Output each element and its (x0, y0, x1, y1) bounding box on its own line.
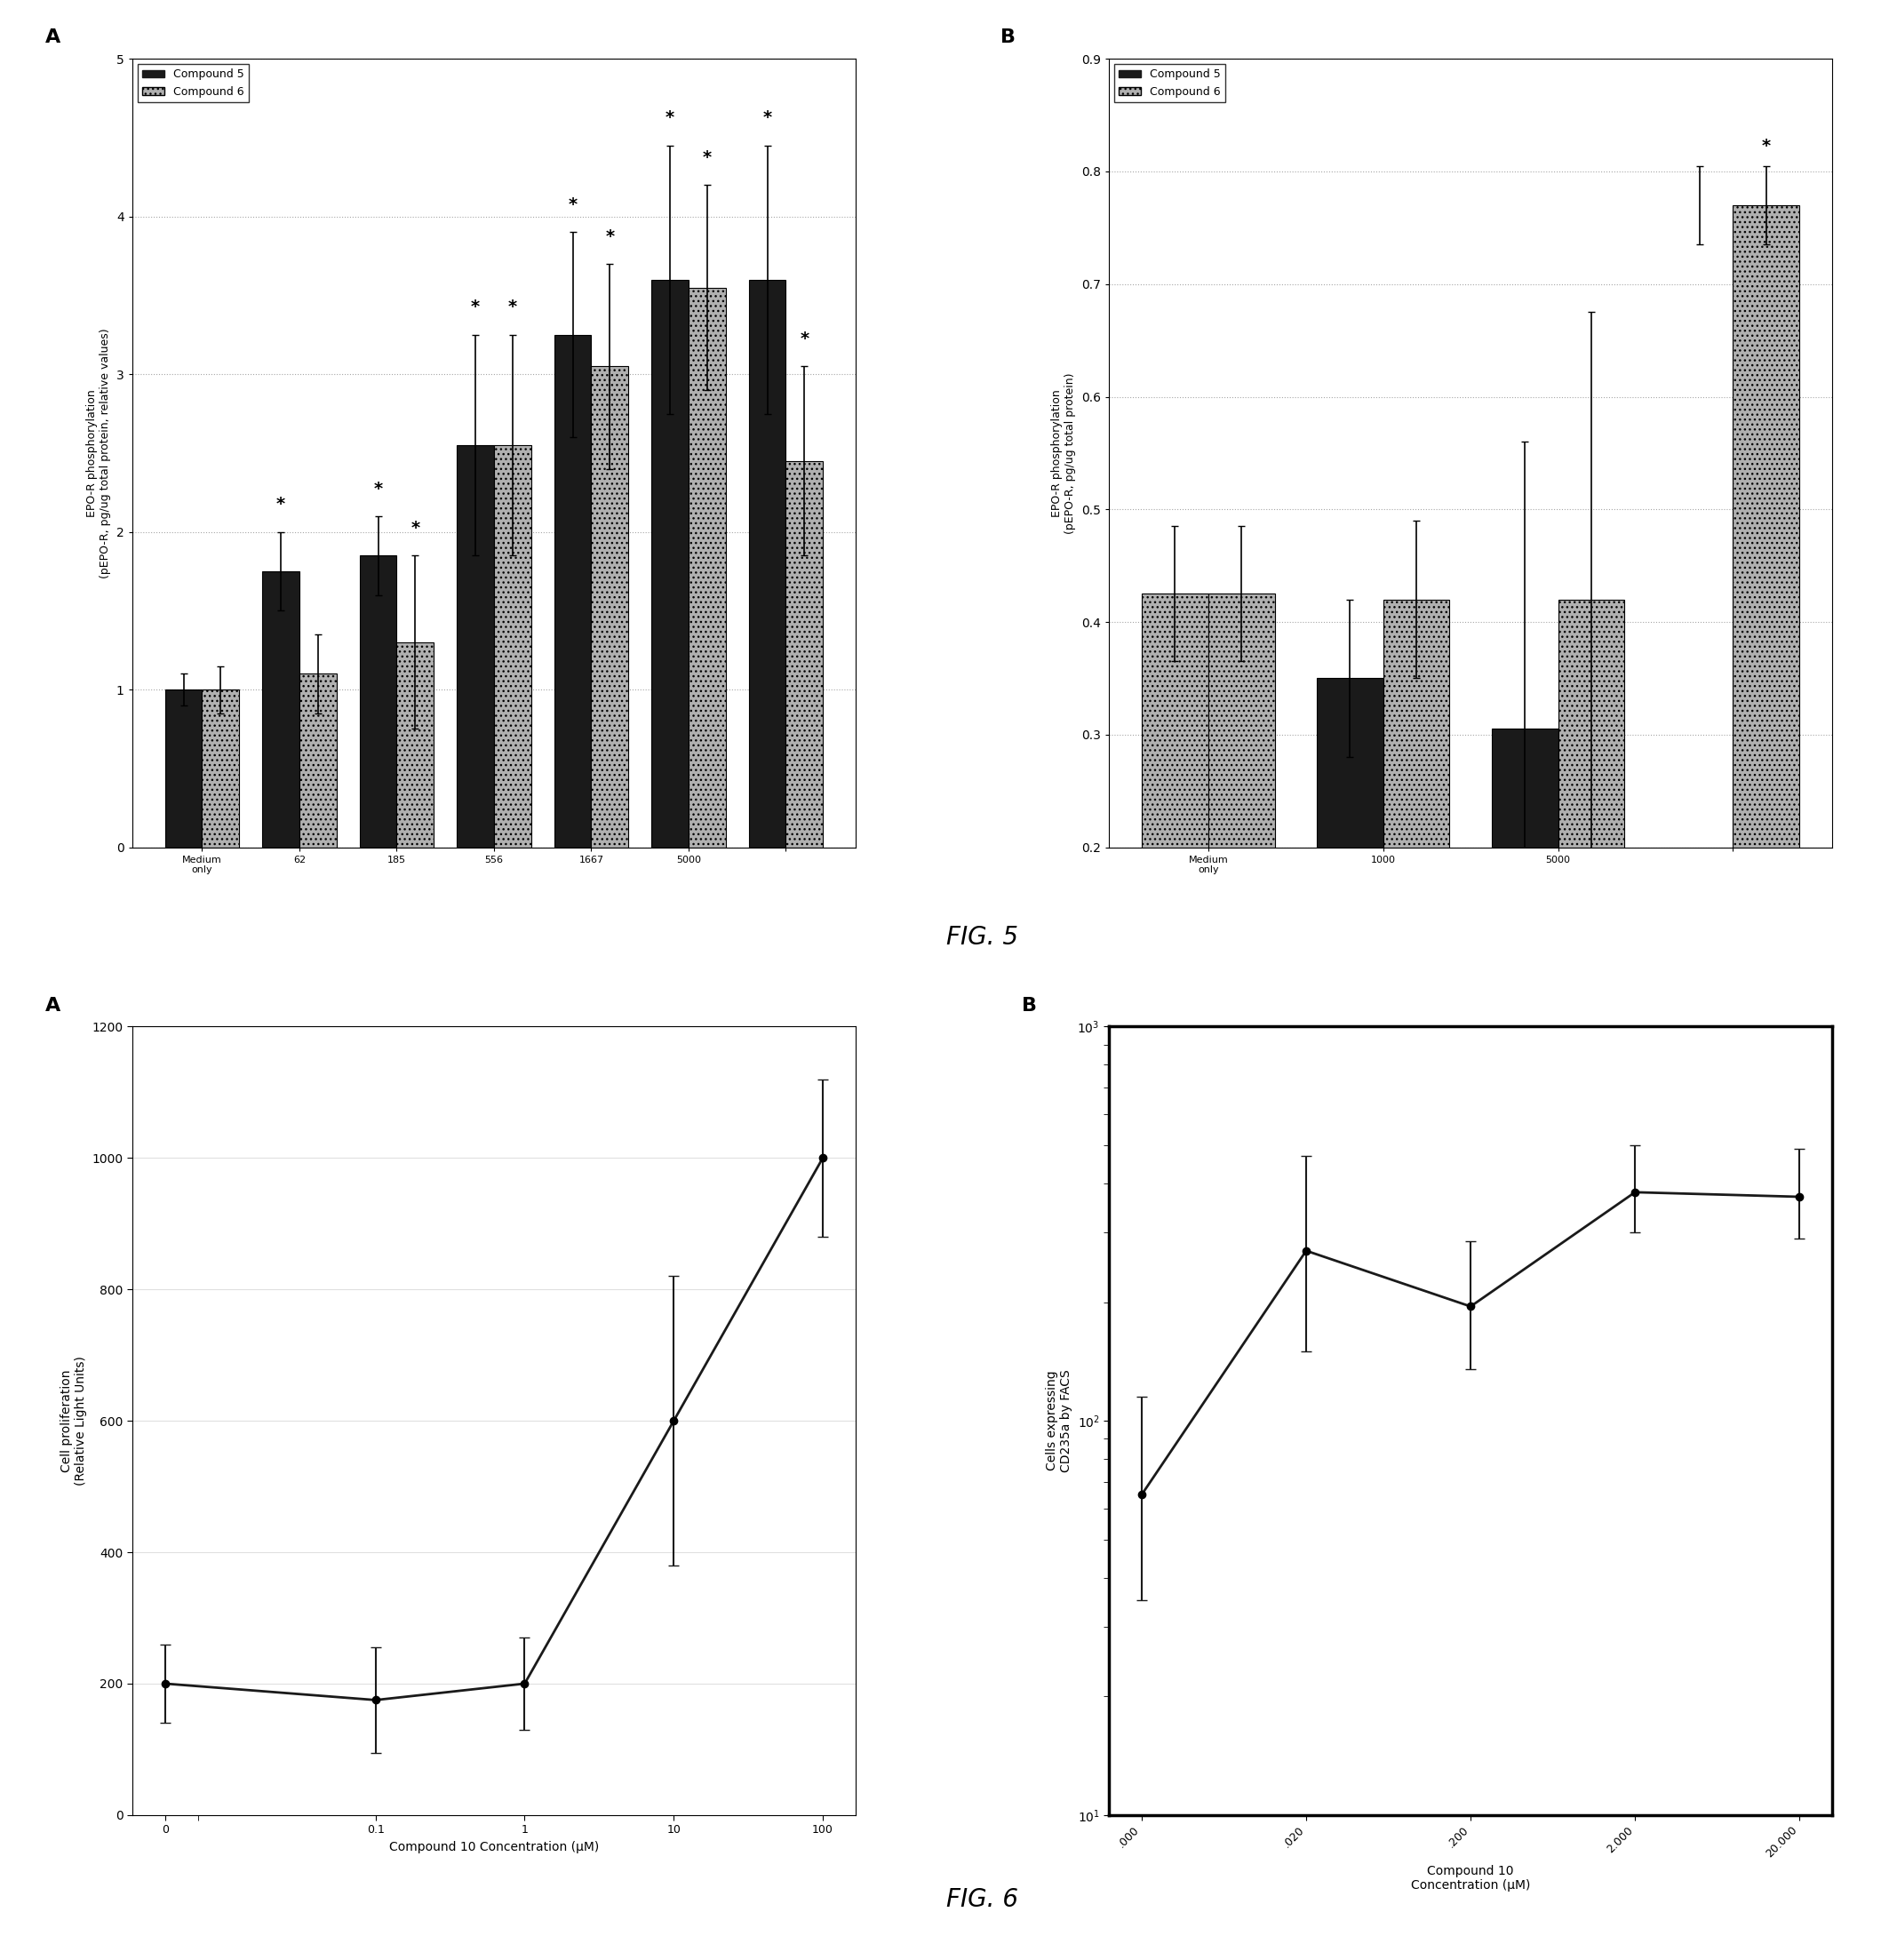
Text: A: A (45, 996, 60, 1015)
Bar (164, 690, 202, 847)
Bar (688, 288, 725, 847)
Text: *: * (665, 110, 674, 127)
Y-axis label: EPO-R phosphorylation
(pEPO-R, pg/ug total protein, relative values): EPO-R phosphorylation (pEPO-R, pg/ug tot… (87, 327, 111, 578)
Bar (1209, 594, 1275, 1072)
Bar (263, 570, 298, 847)
Y-axis label: EPO-R phosphorylation
(pEPO-R, pg/ug total protein): EPO-R phosphorylation (pEPO-R, pg/ug tot… (1052, 372, 1077, 533)
Text: *: * (276, 496, 285, 514)
Text: A: A (45, 29, 60, 47)
Legend: Compound 5, Compound 6: Compound 5, Compound 6 (1115, 65, 1226, 102)
Bar (786, 461, 824, 847)
Text: FIG. 6: FIG. 6 (946, 1887, 1018, 1911)
Bar (748, 280, 786, 847)
Bar (1492, 729, 1558, 1072)
Bar (1317, 678, 1383, 1072)
Bar (298, 674, 336, 847)
Bar (1383, 600, 1449, 1072)
Text: *: * (763, 110, 773, 127)
Bar (457, 445, 493, 847)
Text: *: * (410, 519, 419, 537)
Text: *: * (374, 480, 383, 498)
Y-axis label: Cell proliferation
(Relative Light Units): Cell proliferation (Relative Light Units… (60, 1356, 87, 1486)
Text: *: * (604, 227, 614, 245)
Legend: Compound 5, Compound 6: Compound 5, Compound 6 (138, 65, 249, 102)
Text: B: B (1001, 29, 1016, 47)
Text: Compound
Concentration (nM): Compound Concentration (nM) (440, 1360, 548, 1384)
Bar (1141, 594, 1209, 1072)
Bar (591, 367, 629, 847)
X-axis label: Compound 10 Concentration (μM): Compound 10 Concentration (μM) (389, 1840, 599, 1854)
Bar (493, 445, 531, 847)
Text: B: B (1022, 996, 1037, 1015)
Bar (1558, 600, 1625, 1072)
Bar (397, 643, 434, 847)
Text: *: * (470, 300, 480, 316)
Bar (1732, 206, 1800, 1072)
X-axis label: Compound 10
Concentration (μM): Compound 10 Concentration (μM) (1411, 1866, 1530, 1891)
Bar (652, 280, 688, 847)
Text: *: * (1762, 137, 1770, 155)
Text: *: * (508, 300, 518, 316)
Text: *: * (703, 149, 712, 167)
Text: rhEPO, 10 IU/ml
(Eprex™): rhEPO, 10 IU/ml (Eprex™) (746, 1360, 825, 1380)
Text: rhEPO, 10 IU/ml
(Eprex™): rhEPO, 10 IU/ml (Eprex™) (1694, 1360, 1772, 1380)
Text: FIG. 5: FIG. 5 (946, 925, 1018, 949)
Text: *: * (799, 331, 808, 347)
Text: *: * (569, 196, 578, 214)
Text: Compound
Concentration (nM): Compound Concentration (nM) (1417, 1360, 1524, 1384)
Bar (553, 335, 591, 847)
Y-axis label: Cells expressing
CD235a by FACS: Cells expressing CD235a by FACS (1045, 1370, 1073, 1472)
Bar (202, 690, 240, 847)
Bar (359, 555, 397, 847)
